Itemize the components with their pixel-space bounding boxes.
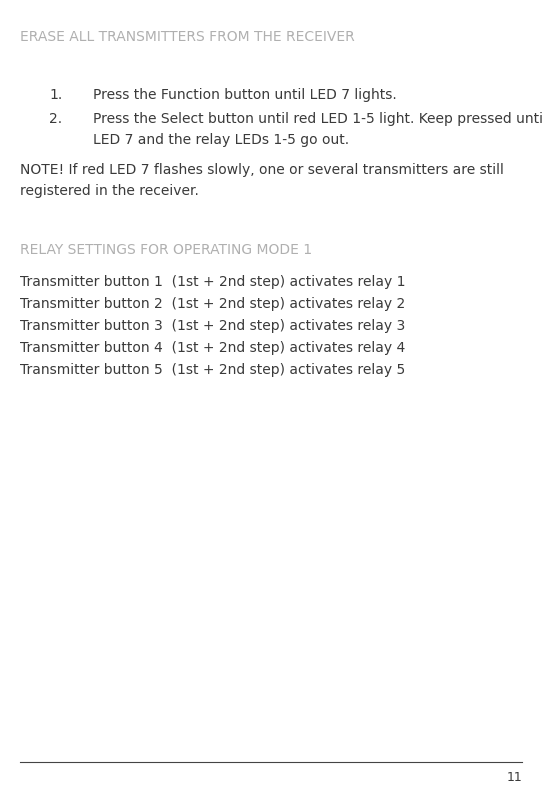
- Text: LED 7 and the relay LEDs 1-5 go out.: LED 7 and the relay LEDs 1-5 go out.: [93, 133, 349, 147]
- Text: 11: 11: [507, 771, 522, 783]
- Text: NOTE! If red LED 7 flashes slowly, one or several transmitters are still: NOTE! If red LED 7 flashes slowly, one o…: [20, 163, 504, 177]
- Text: Press the Select button until red LED 1-5 light. Keep pressed until: Press the Select button until red LED 1-…: [93, 112, 542, 126]
- Text: Transmitter button 4  (1st + 2nd step) activates relay 4: Transmitter button 4 (1st + 2nd step) ac…: [20, 341, 405, 355]
- Text: Transmitter button 2  (1st + 2nd step) activates relay 2: Transmitter button 2 (1st + 2nd step) ac…: [20, 297, 405, 311]
- Text: 2.: 2.: [49, 112, 62, 126]
- Text: Press the Function button until LED 7 lights.: Press the Function button until LED 7 li…: [93, 88, 396, 102]
- Text: Transmitter button 3  (1st + 2nd step) activates relay 3: Transmitter button 3 (1st + 2nd step) ac…: [20, 319, 405, 333]
- Text: RELAY SETTINGS FOR OPERATING MODE 1: RELAY SETTINGS FOR OPERATING MODE 1: [20, 243, 312, 257]
- Text: Transmitter button 5  (1st + 2nd step) activates relay 5: Transmitter button 5 (1st + 2nd step) ac…: [20, 363, 405, 377]
- Text: 1.: 1.: [49, 88, 62, 102]
- Text: ERASE ALL TRANSMITTERS FROM THE RECEIVER: ERASE ALL TRANSMITTERS FROM THE RECEIVER: [20, 30, 354, 44]
- Text: registered in the receiver.: registered in the receiver.: [20, 184, 198, 199]
- Text: Transmitter button 1  (1st + 2nd step) activates relay 1: Transmitter button 1 (1st + 2nd step) ac…: [20, 275, 405, 289]
